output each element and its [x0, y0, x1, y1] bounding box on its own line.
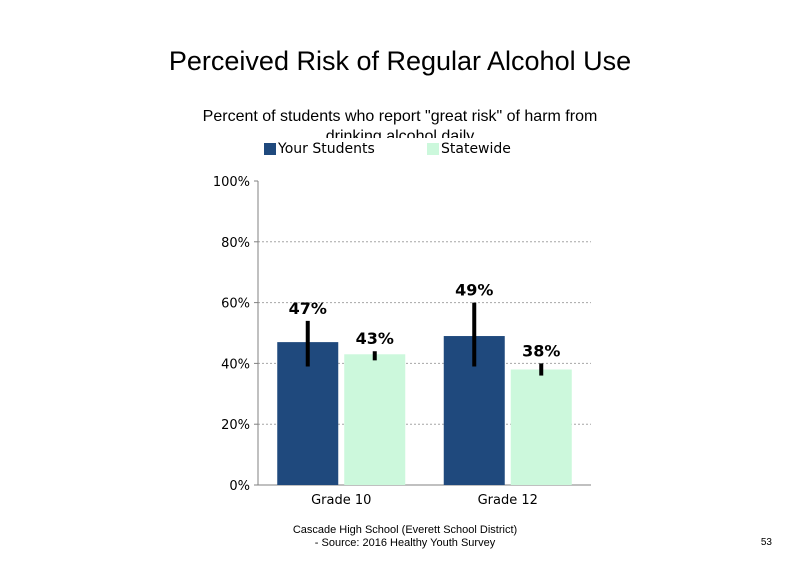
y-tick-label: 80%: [221, 236, 250, 251]
page-number: 53: [760, 537, 772, 548]
y-tick-label: 60%: [221, 297, 250, 312]
footer-school: Cascade High School (Everett School Dist…: [292, 524, 518, 536]
legend-label-your-students: Your Students: [278, 141, 375, 157]
legend-item-statewide: Statewide: [427, 139, 511, 159]
bar: [344, 354, 406, 485]
legend: Your Students Statewide: [0, 139, 800, 159]
footer-source: - Source: 2016 Healthy Youth Survey: [314, 537, 496, 549]
y-tick-label: 100%: [213, 175, 250, 190]
data-label: 49%: [455, 281, 493, 300]
x-tick-label: Grade 10: [311, 493, 371, 508]
legend-label-statewide: Statewide: [441, 141, 511, 157]
bar: [510, 369, 572, 485]
legend-swatch-statewide: [427, 143, 439, 155]
chart-title: Perceived Risk of Regular Alcohol Use: [168, 46, 632, 76]
y-tick-label: 0%: [229, 479, 250, 494]
data-label: 38%: [522, 341, 560, 360]
chart-subtitle: Percent of students who report "great ri…: [202, 108, 598, 138]
y-tick-label: 40%: [221, 357, 250, 372]
data-label: 43%: [356, 329, 394, 348]
x-tick-label: Grade 12: [478, 493, 538, 508]
legend-item-your-students: Your Students: [264, 139, 375, 159]
legend-swatch-your-students: [264, 143, 276, 155]
y-tick-label: 20%: [221, 418, 250, 433]
footer: Cascade High School (Everett School Dist…: [250, 524, 560, 550]
data-label: 47%: [289, 299, 327, 318]
